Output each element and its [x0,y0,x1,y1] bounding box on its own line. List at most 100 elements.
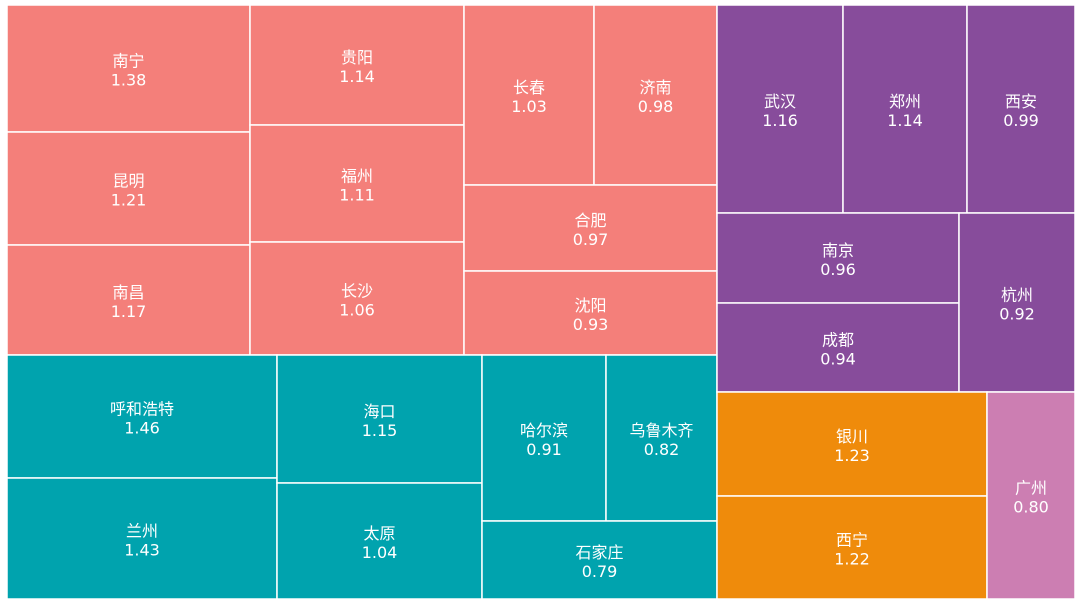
treemap-cell-rect [6,4,251,133]
treemap-cell: 郑州1.14 [842,4,968,214]
treemap-cell-name: 福州 [341,167,373,186]
treemap-cell-name: 杭州 [1001,286,1033,305]
treemap-cell-name: 沈阳 [574,296,606,315]
treemap-cell-rect [842,4,968,214]
treemap-cell-value: 1.14 [339,67,375,86]
treemap-cell: 西宁1.22 [716,495,988,600]
treemap-cell-value: 1.43 [124,541,160,560]
treemap-cell-value: 0.98 [638,97,674,116]
treemap-cell-value: 0.99 [1003,111,1039,130]
treemap-cell: 武汉1.16 [716,4,844,214]
treemap-cell: 广州0.80 [986,391,1076,600]
treemap-cell-name: 西安 [1005,92,1037,111]
treemap-cell-rect [276,482,483,600]
treemap-cell-value: 1.16 [762,111,798,130]
treemap-cell-name: 郑州 [889,92,921,111]
treemap-cell-name: 昆明 [112,172,144,191]
treemap-cell-rect [249,4,465,126]
treemap-cell-rect [481,520,718,600]
treemap-cell-value: 1.22 [834,550,870,569]
treemap-cell-value: 0.97 [573,230,609,249]
treemap-cell: 南京0.96 [716,212,960,304]
treemap-cell-rect [986,391,1076,600]
treemap-cell-name: 南昌 [112,283,144,302]
treemap-cell-value: 0.80 [1013,498,1049,517]
treemap-cell: 海口1.15 [276,354,483,484]
treemap-cell-value: 0.96 [820,260,856,279]
treemap-cell-value: 1.21 [111,191,147,210]
treemap-cell-name: 海口 [363,402,395,421]
treemap-cell-value: 0.92 [999,305,1035,324]
treemap-cell: 西安0.99 [966,4,1076,214]
treemap-cell-rect [716,302,960,393]
treemap-cell: 济南0.98 [593,4,718,186]
treemap-cell-name: 太原 [363,524,395,543]
treemap-cell-rect [276,354,483,484]
treemap-cell-value: 1.23 [834,446,870,465]
treemap-cell-value: 0.91 [526,440,562,459]
treemap-cell: 福州1.11 [249,124,465,243]
treemap-cell-value: 1.03 [511,97,547,116]
treemap-cell-name: 贵阳 [341,48,373,67]
treemap-cell-name: 武汉 [764,92,796,111]
treemap-cell-name: 哈尔滨 [520,421,568,440]
treemap-cell-value: 1.14 [887,111,923,130]
treemap-cell-name: 济南 [639,78,671,97]
treemap-cell: 昆明1.21 [6,131,251,246]
treemap-cell: 兰州1.43 [6,477,278,600]
treemap-cell-value: 1.11 [339,186,375,205]
treemap-cell-name: 南宁 [112,52,144,71]
treemap-cell-value: 1.06 [339,301,375,320]
treemap-cell-value: 0.94 [820,350,856,369]
treemap-cell-name: 广州 [1015,479,1047,498]
treemap-cell-name: 合肥 [574,211,606,230]
treemap-cell-name: 呼和浩特 [110,400,174,419]
treemap-cell: 长沙1.06 [249,241,465,356]
treemap-cell: 太原1.04 [276,482,483,600]
treemap-cell-rect [249,241,465,356]
treemap-cell-rect [463,270,718,356]
treemap-cell-rect [716,4,844,214]
treemap-cell-rect [716,495,988,600]
treemap-cell-rect [6,477,278,600]
treemap-cell: 沈阳0.93 [463,270,718,356]
treemap-cell-rect [6,131,251,246]
treemap-cell-rect [6,244,251,356]
treemap-cell-name: 长春 [513,78,545,97]
treemap-cell-name: 南京 [822,241,854,260]
treemap-cell-rect [716,212,960,304]
treemap-cell: 贵阳1.14 [249,4,465,126]
treemap-cell-value: 1.04 [362,543,398,562]
treemap-cell-name: 长沙 [341,282,373,301]
treemap-cell-name: 银川 [836,427,868,446]
treemap-cell-name: 乌鲁木齐 [629,421,693,440]
treemap-cell-rect [958,212,1076,393]
treemap-cell-value: 1.46 [124,419,160,438]
treemap-cell-name: 石家庄 [575,543,623,562]
treemap-cell-rect [481,354,607,522]
treemap-cell-rect [593,4,718,186]
treemap-cell-value: 0.79 [582,562,618,581]
treemap-cell-value: 1.38 [111,71,147,90]
treemap-cell: 银川1.23 [716,391,988,497]
treemap-cell-value: 0.93 [573,315,609,334]
treemap-cell-value: 1.15 [362,421,398,440]
treemap-cell-name: 兰州 [126,522,158,541]
treemap-cell: 南宁1.38 [6,4,251,133]
treemap-cell: 成都0.94 [716,302,960,393]
treemap-cell: 长春1.03 [463,4,595,186]
treemap-cell: 杭州0.92 [958,212,1076,393]
treemap-cell-value: 0.82 [644,440,680,459]
treemap-cell: 合肥0.97 [463,184,718,272]
treemap-cell-rect [966,4,1076,214]
treemap-cell-rect [605,354,718,522]
treemap-cell-rect [249,124,465,243]
treemap-cell-name: 成都 [822,331,854,350]
treemap-cell: 南昌1.17 [6,244,251,356]
treemap-cell-value: 1.17 [111,302,147,321]
